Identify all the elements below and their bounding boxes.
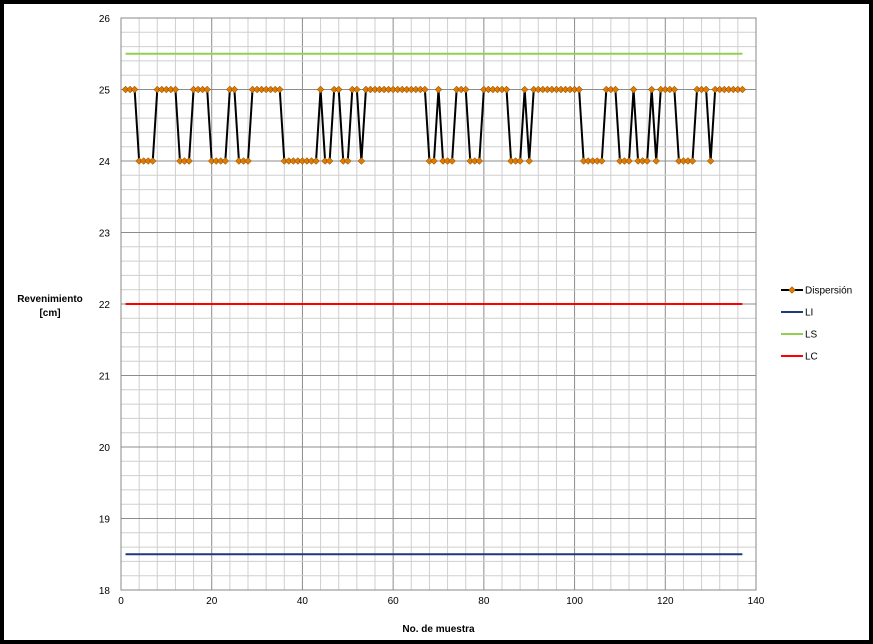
x-axis-ticks: 0 20 40 60 80 100 120 140: [118, 596, 765, 607]
x-tick-label: 100: [566, 596, 583, 607]
dispersion-point: [475, 157, 484, 165]
dispersion-point: [171, 85, 180, 94]
dispersion-point: [203, 85, 211, 94]
y-tick-label: 22: [99, 300, 111, 311]
dispersion-point: [647, 85, 656, 94]
legend-label-ls: LS: [805, 330, 818, 341]
dispersion-point: [670, 85, 679, 94]
y-tick-label: 26: [99, 14, 111, 25]
dispersion-point: [434, 85, 443, 94]
dispersion-point: [688, 157, 697, 165]
x-tick-label: 40: [297, 596, 309, 607]
dispersion-point: [357, 157, 366, 165]
plot-area: [120, 17, 757, 591]
dispersion-point: [353, 85, 361, 94]
x-tick-label: 20: [206, 596, 218, 607]
dispersion-point: [421, 85, 429, 94]
legend-label-li: LI: [805, 308, 813, 319]
dispersion-point: [244, 157, 252, 165]
dispersion-point: [185, 157, 193, 165]
dispersion-point: [643, 157, 651, 165]
dispersion-point: [598, 157, 606, 165]
y-axis-title-line-1: Revenimiento: [17, 294, 83, 305]
dispersion-point: [502, 85, 511, 94]
x-tick-label: 0: [118, 596, 124, 607]
dispersion-point: [629, 85, 638, 94]
y-tick-label: 20: [99, 443, 111, 454]
x-tick-label: 80: [478, 596, 490, 607]
dispersion-series: [121, 85, 747, 165]
dispersion-point: [448, 157, 456, 165]
dispersion-line: [125, 88, 743, 162]
y-tick-label: 25: [99, 86, 111, 97]
dispersion-point: [625, 157, 633, 165]
dispersion-point: [221, 157, 230, 165]
dispersion-point: [738, 85, 747, 94]
dispersion-point: [275, 85, 284, 94]
y-tick-label: 23: [99, 229, 111, 240]
dispersion-point: [525, 157, 533, 165]
x-tick-label: 140: [748, 596, 765, 607]
x-axis-title: No. de muestra: [402, 624, 475, 635]
y-tick-label: 19: [99, 515, 111, 526]
limit-lines: [125, 52, 743, 556]
dispersion-point: [652, 157, 660, 165]
x-tick-label: 120: [657, 596, 674, 607]
dispersion-point: [325, 157, 334, 165]
y-tick-label: 18: [99, 586, 111, 597]
y-axis-ticks: 18 19 20 21 22 23 24 25 26: [99, 14, 111, 597]
dispersion-point: [130, 85, 139, 94]
dispersion-point: [312, 157, 320, 165]
dispersion-point: [611, 85, 620, 94]
legend-marker-dispersin: [788, 286, 796, 294]
x-tick-label: 60: [388, 596, 400, 607]
y-axis-title-line-2: [cm]: [39, 308, 60, 319]
y-tick-label: 24: [99, 157, 111, 168]
legend-label-lc: LC: [805, 352, 818, 363]
legend-label-dispersin: Dispersión: [805, 286, 852, 297]
dispersion-point: [461, 85, 470, 94]
dispersion-point: [230, 85, 239, 94]
y-tick-label: 21: [99, 372, 111, 383]
dispersion-point: [520, 85, 529, 94]
dispersion-point: [706, 157, 715, 165]
dispersion-point: [702, 85, 710, 94]
dispersion-point: [334, 85, 343, 94]
dispersion-point: [575, 85, 583, 94]
dispersion-point: [316, 85, 325, 94]
legend: Dispersión LI LS LC: [781, 286, 852, 363]
dispersion-point: [516, 157, 524, 165]
dispersion-point: [344, 157, 352, 165]
dispersion-point: [148, 157, 157, 165]
dispersion-point: [430, 157, 438, 165]
